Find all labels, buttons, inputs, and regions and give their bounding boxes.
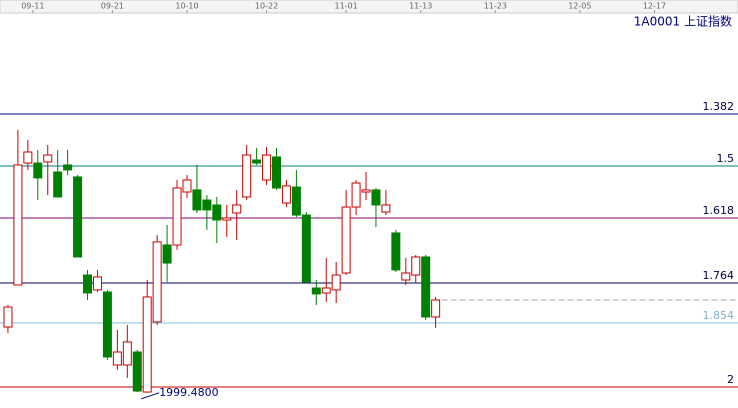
low-annotation: 1999.4800 (159, 386, 219, 399)
candle-body (252, 159, 262, 164)
candle-body (341, 206, 351, 274)
candle-body (112, 351, 122, 366)
level-label: 2 (727, 373, 734, 386)
candle-body (361, 189, 371, 193)
candle-body (202, 199, 212, 211)
candle-body (53, 171, 63, 198)
candle-body (291, 186, 301, 216)
date-strip (0, 0, 738, 14)
candle-body (212, 204, 222, 221)
candle-body (262, 154, 272, 181)
candle-body (162, 244, 172, 264)
candle-body (102, 291, 112, 358)
candle-body (272, 156, 282, 189)
candle-body (73, 176, 83, 258)
candle-body (331, 274, 341, 291)
x-tick-label: 09-21 (101, 2, 124, 11)
candle-body (381, 204, 391, 213)
candle-body (421, 256, 431, 318)
candle-body (142, 296, 152, 393)
candle-body (321, 287, 331, 294)
candle-body (83, 274, 93, 294)
candle-body (152, 241, 162, 323)
candle-body (391, 232, 401, 271)
candle-body (92, 276, 102, 291)
candle-body (132, 351, 142, 392)
candle-body (311, 287, 321, 295)
candle-body (23, 151, 33, 164)
candle-body (222, 217, 232, 221)
level-label: 1.854 (703, 309, 735, 322)
x-tick-label: 10-10 (175, 2, 198, 11)
candle-body (232, 204, 242, 214)
candle-body (172, 187, 182, 246)
candle-body (411, 256, 421, 276)
chart-title: 1A0001 上证指数 (634, 14, 732, 29)
candle-body (122, 341, 132, 366)
candle-body (371, 189, 381, 206)
level-label: 1.618 (703, 204, 735, 217)
candle-body (33, 162, 43, 179)
candle-body (242, 154, 252, 198)
x-tick-label: 11-01 (334, 2, 357, 11)
annotation-arrow (141, 392, 160, 400)
candle-body (43, 154, 53, 163)
candle-body (13, 164, 23, 286)
x-tick-label: 09-11 (21, 2, 44, 11)
x-tick-label: 12-05 (568, 2, 591, 11)
candle-body (351, 182, 361, 208)
candle-body (192, 189, 202, 211)
x-tick-label: 12-17 (643, 2, 666, 11)
candle-body (281, 185, 291, 204)
candle-body (63, 164, 73, 171)
x-tick-label: 10-22 (255, 2, 278, 11)
candle-body (301, 214, 311, 283)
level-label: 1.5 (717, 152, 735, 165)
x-tick-label: 11-13 (409, 2, 432, 11)
candle-body (182, 179, 192, 193)
level-label: 1.764 (703, 269, 735, 282)
level-label: 1.382 (703, 100, 735, 113)
candle-body (3, 306, 13, 328)
x-tick-label: 11-23 (484, 2, 507, 11)
candle-body (401, 272, 411, 281)
candle-body (431, 299, 441, 318)
